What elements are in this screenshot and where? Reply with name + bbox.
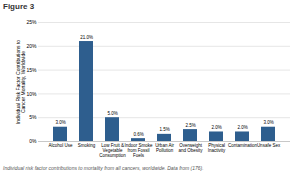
svg-text:Indoor Smokefrom FossilFuels: Indoor Smokefrom FossilFuels — [124, 143, 153, 158]
svg-text:PhysicalInactivity: PhysicalInactivity — [208, 143, 226, 153]
html-text:Figure 3: Figure 3 — [3, 2, 35, 11]
svg-text:21.0%: 21.0% — [80, 35, 93, 40]
svg-text:3.0%: 3.0% — [55, 120, 65, 125]
svg-text:20%: 20% — [26, 43, 37, 49]
svg-text:0.6%: 0.6% — [133, 132, 143, 137]
svg-text:5%: 5% — [29, 114, 37, 120]
svg-text:2.0%: 2.0% — [211, 125, 221, 130]
html-text:Individual risk factor contrib: Individual risk factor contributions to … — [3, 165, 204, 171]
svg-text:Overweightand Obesity: Overweightand Obesity — [178, 143, 203, 153]
svg-text:Individual Risk Factor Contrib: Individual Risk Factor Contributions toC… — [15, 40, 26, 124]
svg-text:Contamination: Contamination — [228, 143, 258, 148]
svg-text:Smoking: Smoking — [78, 143, 96, 148]
svg-text:25%: 25% — [26, 19, 37, 25]
svg-text:2.5%: 2.5% — [185, 123, 195, 128]
svg-text:Low Fruit &VegetableConsumptio: Low Fruit &VegetableConsumption — [99, 143, 126, 158]
svg-text:3.0%: 3.0% — [263, 120, 273, 125]
svg-text:15%: 15% — [26, 67, 37, 73]
svg-text:2.0%: 2.0% — [237, 125, 247, 130]
svg-text:Urban AirPollution: Urban AirPollution — [155, 143, 174, 153]
svg-text:0%: 0% — [29, 138, 37, 144]
svg-text:1.5%: 1.5% — [159, 127, 169, 132]
svg-text:5.0%: 5.0% — [107, 111, 117, 116]
svg-text:10%: 10% — [26, 91, 37, 97]
svg-text:Alcohol Use: Alcohol Use — [48, 143, 73, 148]
svg-text:Unsafe Sex: Unsafe Sex — [257, 143, 281, 148]
